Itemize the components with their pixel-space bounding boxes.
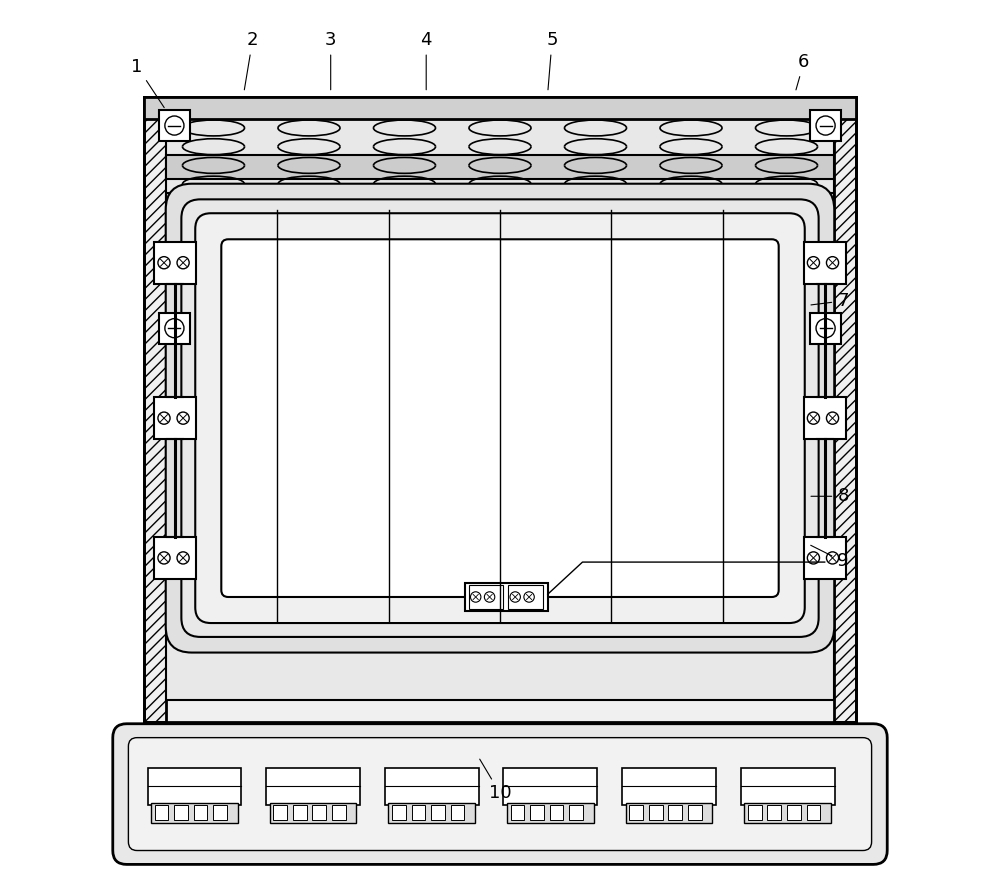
Bar [151,803,238,823]
Circle shape [165,319,184,338]
Bar [154,397,196,439]
Bar [154,242,196,284]
Bar [649,806,663,820]
Circle shape [177,552,189,564]
Bar [273,806,287,820]
Bar [508,584,543,609]
Bar [834,97,856,722]
Bar [431,806,445,820]
FancyBboxPatch shape [166,184,834,652]
FancyBboxPatch shape [128,738,872,850]
Circle shape [524,591,534,602]
Bar [293,806,307,820]
Bar [804,242,846,284]
Bar [744,803,831,823]
Circle shape [816,319,835,338]
Bar [159,110,190,141]
Bar [804,537,846,578]
Bar [159,313,190,344]
Bar [332,806,346,820]
Text: 1: 1 [131,57,164,108]
FancyBboxPatch shape [181,199,819,637]
Text: 3: 3 [325,31,336,90]
Circle shape [165,116,184,135]
Bar [804,397,846,439]
Bar [154,537,196,578]
Bar [807,806,820,820]
Bar [144,97,166,722]
Circle shape [826,257,839,269]
Bar [622,768,716,805]
Bar [388,803,475,823]
FancyBboxPatch shape [195,213,805,623]
Circle shape [807,412,820,424]
Bar [748,806,762,820]
Bar [767,806,781,820]
Bar [626,803,712,823]
Bar [741,768,835,805]
Text: 10: 10 [480,760,511,802]
Bar [266,768,360,805]
Bar [511,806,524,820]
Bar [465,583,548,611]
Text: 2: 2 [244,31,258,90]
Text: 7: 7 [811,292,849,310]
Bar [166,193,834,210]
FancyBboxPatch shape [221,240,779,597]
Bar [213,806,227,820]
Bar [668,806,682,820]
Text: 8: 8 [811,487,849,505]
Circle shape [158,412,170,424]
Bar [312,806,326,820]
Text: 4: 4 [420,31,432,90]
Bar [451,806,464,820]
Circle shape [816,116,835,135]
Circle shape [177,412,189,424]
Bar [550,806,563,820]
Bar [166,118,834,700]
Bar [834,97,856,722]
Bar [503,768,597,805]
Bar [270,803,356,823]
Bar [144,97,856,722]
Circle shape [158,552,170,564]
Bar [144,97,166,722]
Bar [155,806,168,820]
Circle shape [484,591,495,602]
Bar [688,806,702,820]
Bar [787,806,801,820]
Circle shape [470,591,481,602]
Circle shape [177,257,189,269]
Text: 5: 5 [546,31,558,90]
Bar [469,584,503,609]
Bar [507,803,594,823]
Bar [629,806,643,820]
Circle shape [807,552,820,564]
Text: 9: 9 [811,545,849,571]
Bar [174,806,188,820]
FancyBboxPatch shape [113,724,887,864]
Bar [194,806,207,820]
Bar [148,768,241,805]
Bar [392,806,406,820]
Bar [385,768,479,805]
Bar [530,806,544,820]
Circle shape [510,591,520,602]
Circle shape [807,257,820,269]
Bar [569,806,583,820]
Circle shape [826,412,839,424]
Bar [144,97,856,118]
Bar [810,110,841,141]
Bar [810,313,841,344]
Text: 6: 6 [796,53,810,90]
Bar [412,806,425,820]
Circle shape [158,257,170,269]
Bar [166,156,834,179]
Circle shape [826,552,839,564]
